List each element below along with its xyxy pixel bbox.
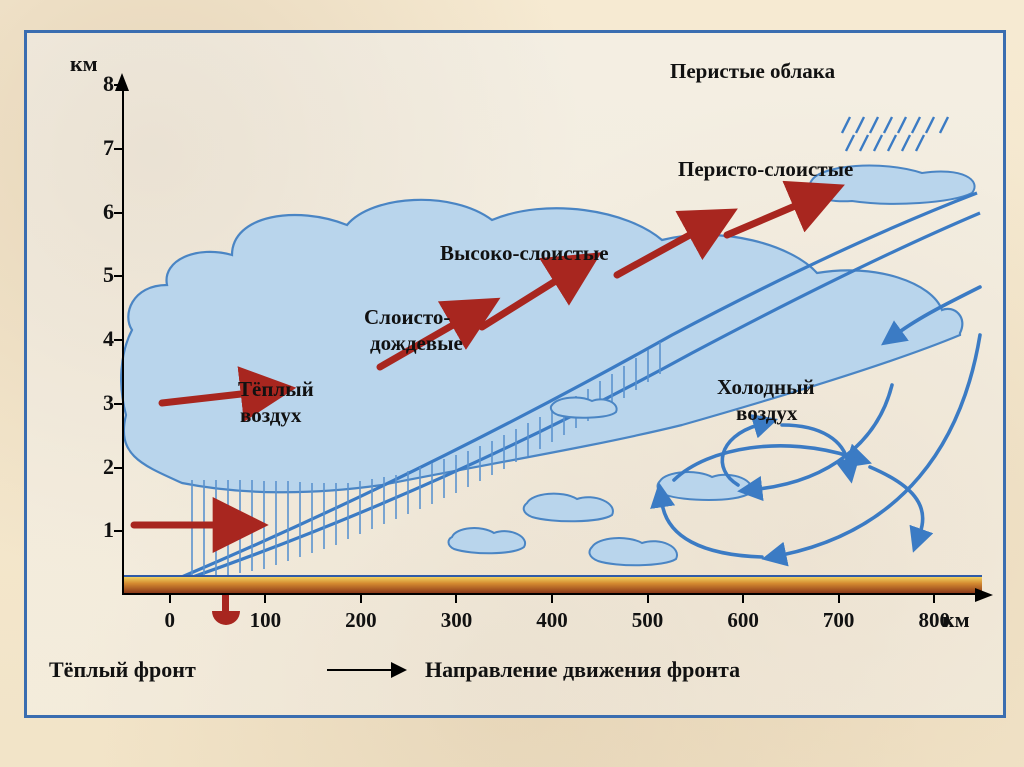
label-warm-front: Тёплый фронт — [49, 657, 196, 683]
diagram-frame: км км Перистые облака Перисто-слоистые В… — [24, 30, 1006, 718]
axis-arrowheads — [27, 33, 1003, 715]
label-direction: Направление движения фронта — [425, 657, 740, 683]
direction-arrow — [327, 669, 405, 671]
